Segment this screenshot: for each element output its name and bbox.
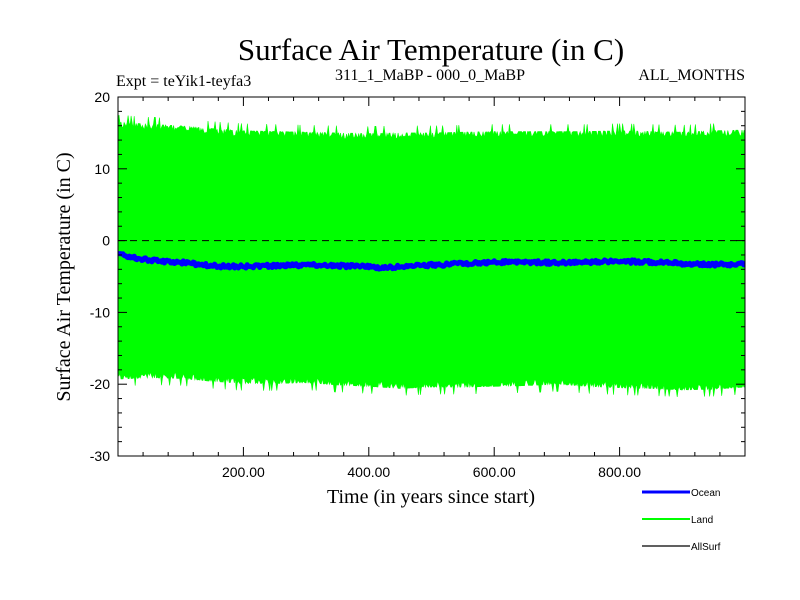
y-tick-label: -30 bbox=[90, 448, 110, 464]
legend-label-ocean: Ocean bbox=[691, 488, 720, 499]
x-tick-label: 200.00 bbox=[222, 464, 265, 480]
y-tick-label: 10 bbox=[94, 161, 110, 177]
land-series-band bbox=[118, 114, 745, 397]
x-tick-label: 600.00 bbox=[473, 464, 516, 480]
chart-title: Surface Air Temperature (in C) bbox=[238, 32, 624, 67]
x-axis-label: Time (in years since start) bbox=[327, 486, 535, 508]
y-axis-label: Surface Air Temperature (in C) bbox=[53, 152, 75, 401]
legend: Ocean Land AllSurf bbox=[642, 488, 721, 553]
ocean-series-line bbox=[118, 251, 745, 272]
legend-label-land: Land bbox=[691, 515, 713, 526]
y-tick-label: -20 bbox=[90, 376, 110, 392]
y-tick-label: -10 bbox=[90, 304, 110, 320]
chart-subtitle-right: ALL_MONTHS bbox=[638, 67, 745, 84]
y-tick-label: 20 bbox=[94, 89, 110, 105]
chart-subtitle-center: 311_1_MaBP - 000_0_MaBP bbox=[335, 67, 525, 84]
x-tick-label: 400.00 bbox=[347, 464, 390, 480]
legend-label-allsurf: AllSurf bbox=[691, 542, 721, 553]
y-tick-label: 0 bbox=[102, 233, 110, 249]
plot-area bbox=[118, 114, 745, 397]
axes: -30 -20 -10 0 10 20 200.00 400.00 600.00 800.00 bbox=[90, 89, 746, 480]
chart-subtitle-left: Expt = teYik1-teyfa3 bbox=[116, 73, 251, 90]
x-tick-label: 800.00 bbox=[598, 464, 641, 480]
plot-frame bbox=[117, 96, 746, 457]
